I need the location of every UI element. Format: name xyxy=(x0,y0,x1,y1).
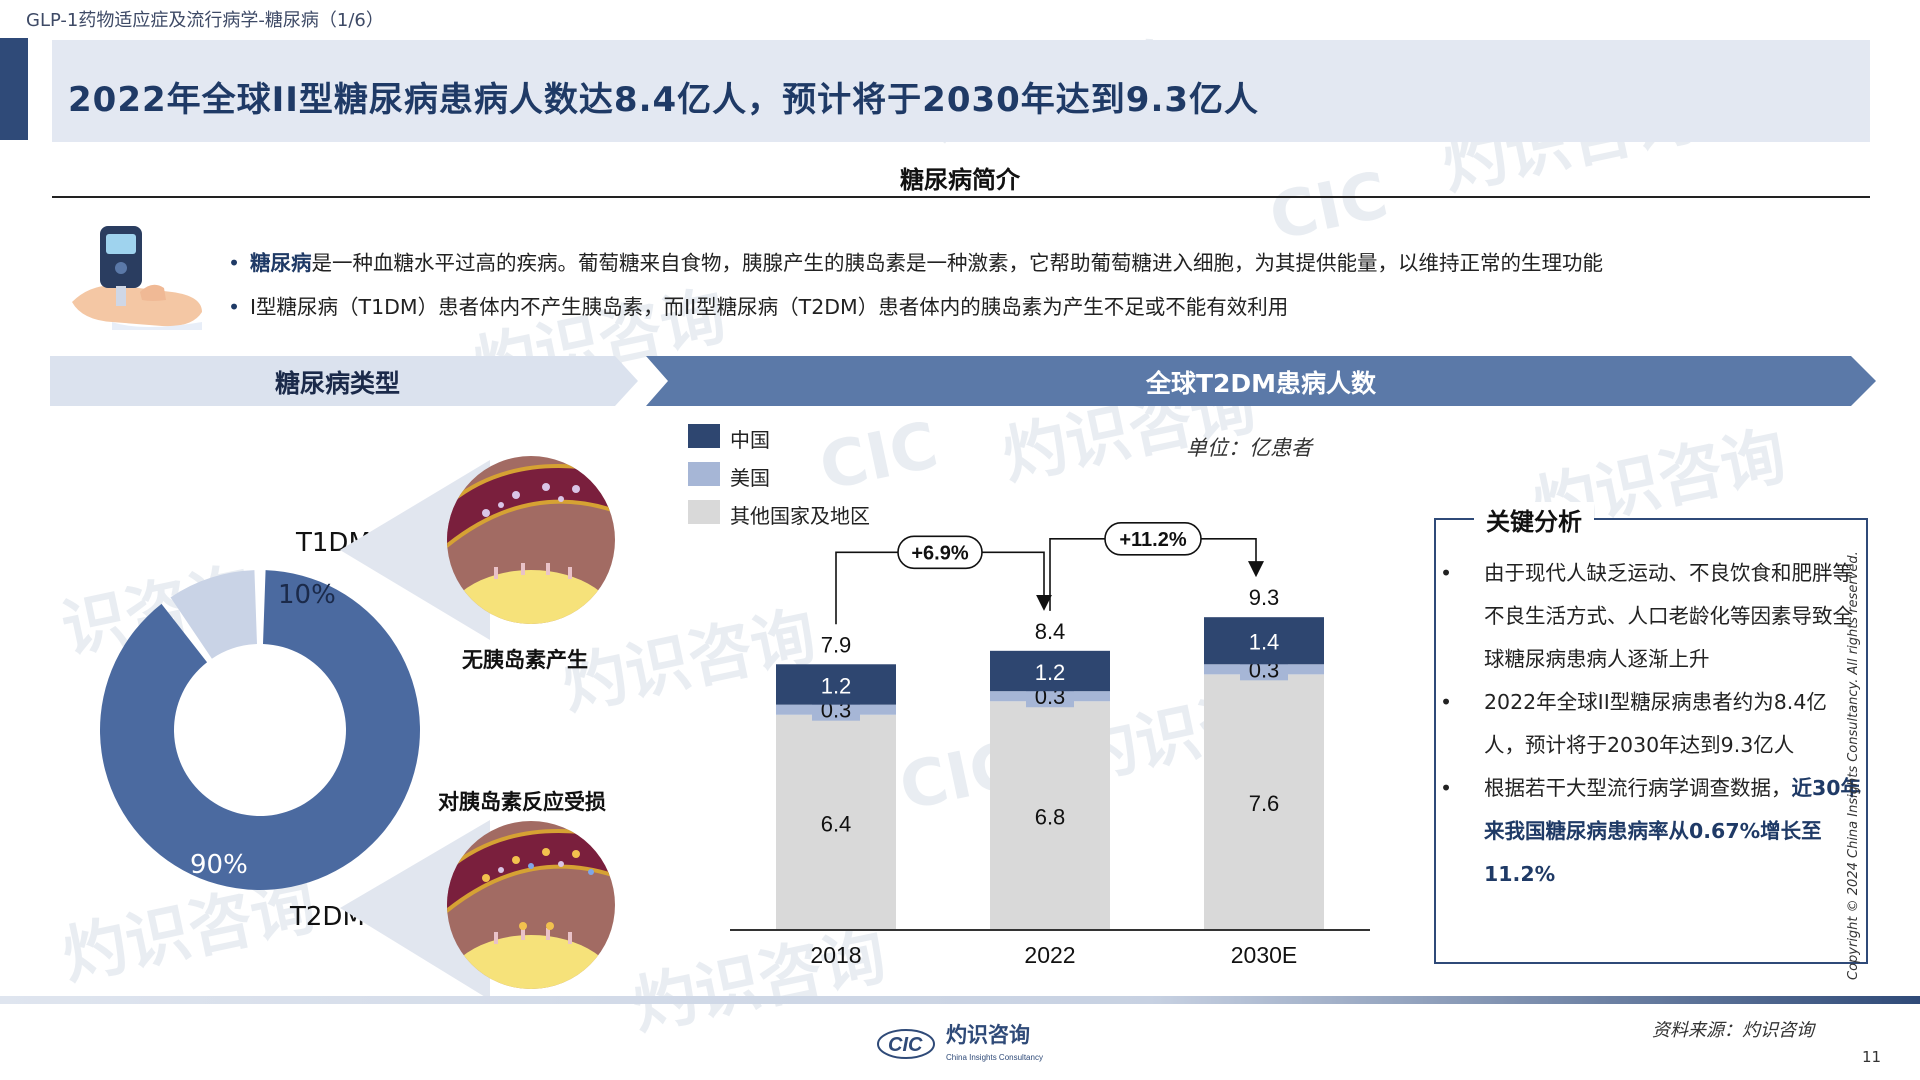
value-label-2022-series-2: 1.2 xyxy=(1035,660,1066,685)
key-analysis-title: 关键分析 xyxy=(1474,502,1594,537)
glucose-meter-icon xyxy=(72,226,202,330)
t2dm-stacked-bar-chart: 6.40.31.27.920186.80.31.28.420227.60.31.… xyxy=(730,522,1370,968)
analysis-item-2-text: 2022年全球II型糖尿病患者约为8.4亿人，预计将于2030年达到9.3亿人 xyxy=(1484,690,1827,757)
cagr-label-1: +6.9% xyxy=(911,542,968,564)
total-label-2022: 8.4 xyxy=(1035,619,1066,644)
bar-2030e-series-0 xyxy=(1204,674,1324,930)
copyright-notice: Copyright © 2024 China Insights Consulta… xyxy=(1846,551,1861,980)
donut-segment-t2dm xyxy=(100,570,421,890)
intro-bullet-2: • I型糖尿病（T1DM）患者体内不产生胰岛素，而II型糖尿病（T2DM）患者体内… xyxy=(228,290,1288,320)
analysis-item-3: • 根据若干大型流行病学调查数据，近30年来我国糖尿病患病率从0.67%增长至1… xyxy=(1436,767,1864,896)
chart-banner xyxy=(646,356,1876,406)
t2dm-percent: 90% xyxy=(190,850,248,880)
x-tick-2022: 2022 xyxy=(1024,942,1075,968)
types-heading: 糖尿病类型 xyxy=(274,369,400,398)
t1dm-percent: 10% xyxy=(278,580,336,610)
value-label-2018-series-0: 6.4 xyxy=(821,811,852,836)
x-tick-2030e: 2030E xyxy=(1231,942,1298,968)
breadcrumb: GLP-1药物适应症及流行病学-糖尿病（1/6） xyxy=(26,10,384,31)
legend-swatch-us xyxy=(688,462,720,486)
bar-2018-series-2 xyxy=(776,664,896,705)
t1dm-cell-illustration xyxy=(447,456,615,624)
value-label-2018-series-2: 1.2 xyxy=(821,673,852,698)
value-label-2030e-series-0: 7.6 xyxy=(1249,791,1280,816)
cic-logo: CIC 灼识咨询 China Insights Consultancy xyxy=(877,1023,1043,1062)
left-accent-bar xyxy=(0,38,28,140)
intro-heading: 糖尿病简介 xyxy=(900,166,1020,194)
key-analysis-box xyxy=(1434,518,1868,964)
t2dm-cell-illustration xyxy=(447,821,615,989)
legend-swatch-others xyxy=(688,500,720,524)
total-label-2018: 7.9 xyxy=(821,632,852,657)
legend-label-china: 中国 xyxy=(730,428,770,452)
footer-rule xyxy=(0,996,1920,1004)
types-banner xyxy=(50,356,638,406)
chart-unit: 单位：亿患者 xyxy=(1186,436,1312,460)
cagr-pill-2 xyxy=(1104,522,1202,556)
bullet-marker: • xyxy=(228,251,241,275)
t2dm-caption: 对胰岛素反应受损 xyxy=(438,790,606,814)
intro-divider xyxy=(52,196,1870,198)
donut-segment-t1dm xyxy=(170,570,257,659)
legend-label-others: 其他国家及地区 xyxy=(730,504,870,528)
cagr-pill-1 xyxy=(897,535,983,570)
value-label-2030e-series-2: 1.4 xyxy=(1249,630,1280,655)
logo-en: China Insights Consultancy xyxy=(946,1053,1043,1062)
logo-cn: 灼识咨询 xyxy=(946,1023,1030,1047)
bullet-1-text: 是一种血糖水平过高的疾病。葡萄糖来自食物，胰腺产生的胰岛素是一种激素，它帮助葡萄… xyxy=(311,251,1604,275)
x-tick-2018: 2018 xyxy=(810,942,861,968)
legend-label-us: 美国 xyxy=(730,466,770,490)
analysis-item-1: • 由于现代人缺乏运动、不良饮食和肥胖等不良生活方式、人口老龄化等因素导致全球糖… xyxy=(1436,552,1864,681)
bullet-marker: • xyxy=(1440,690,1453,714)
analysis-item-2: • 2022年全球II型糖尿病患者约为8.4亿人，预计将于2030年达到9.3亿… xyxy=(1436,681,1864,767)
bar-2030e-series-2 xyxy=(1204,617,1324,665)
bar-2018-series-0 xyxy=(776,714,896,930)
cagr-label-2: +11.2% xyxy=(1119,529,1187,551)
page-number: 11 xyxy=(1862,1048,1882,1066)
title-band xyxy=(52,40,1870,142)
diabetes-type-donut xyxy=(100,570,421,890)
intro-bullet-1: • 糖尿病是一种血糖水平过高的疾病。葡萄糖来自食物，胰腺产生的胰岛素是一种激素，它… xyxy=(228,246,1603,276)
bullet-2-text: I型糖尿病（T1DM）患者体内不产生胰岛素，而II型糖尿病（T2DM）患者体内的… xyxy=(250,295,1289,319)
analysis-item-3-highlight: 近30年来我国糖尿病患病率从0.67%增长至11.2% xyxy=(1484,776,1862,886)
t1dm-caption: 无胰岛素产生 xyxy=(462,648,588,672)
legend-swatch-china xyxy=(688,424,720,448)
page-title: 2022年全球II型糖尿病患病人数达8.4亿人，预计将于2030年达到9.3亿人 xyxy=(68,80,1260,120)
analysis-item-3-text: 根据若干大型流行病学调查数据， xyxy=(1484,776,1792,800)
bullet-marker: • xyxy=(228,295,241,319)
logo-abbr: CIC xyxy=(888,1034,923,1056)
bullet-marker: • xyxy=(1440,561,1453,585)
term-diabetes: 糖尿病 xyxy=(250,251,312,275)
key-analysis-list: • 由于现代人缺乏运动、不良饮食和肥胖等不良生活方式、人口老龄化等因素导致全球糖… xyxy=(1436,552,1864,896)
total-label-2030e: 9.3 xyxy=(1249,585,1280,610)
cell-callouts xyxy=(340,460,490,1000)
value-label-2022-series-0: 6.8 xyxy=(1035,805,1066,830)
bullet-marker: • xyxy=(1440,776,1453,800)
chart-heading: 全球T2DM患病人数 xyxy=(1145,369,1377,398)
bar-2022-series-2 xyxy=(990,650,1110,692)
source-note: 资料来源：灼识咨询 xyxy=(1652,1020,1814,1041)
bar-2022-series-0 xyxy=(990,701,1110,930)
analysis-item-1-text: 由于现代人缺乏运动、不良饮食和肥胖等不良生活方式、人口老龄化等因素导致全球糖尿病… xyxy=(1484,561,1853,671)
